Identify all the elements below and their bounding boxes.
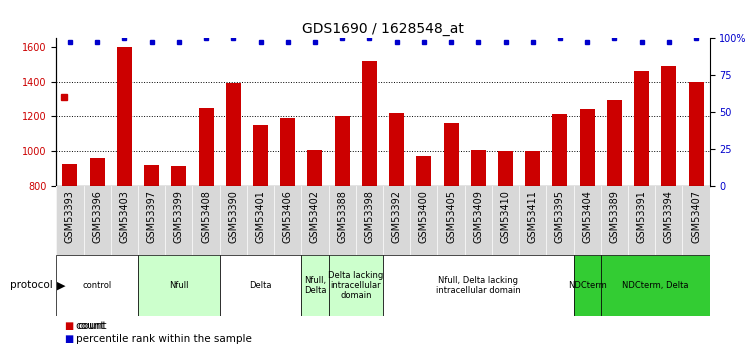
Text: ■: ■ bbox=[64, 321, 73, 331]
Bar bbox=[328, 255, 383, 316]
Bar bbox=[335, 117, 350, 186]
Text: count: count bbox=[76, 321, 105, 331]
Text: GSM53397: GSM53397 bbox=[146, 190, 157, 243]
Bar bbox=[56, 255, 138, 316]
Bar bbox=[634, 71, 649, 186]
Bar bbox=[89, 158, 104, 186]
Text: GSM53398: GSM53398 bbox=[364, 190, 375, 243]
Text: GSM53396: GSM53396 bbox=[92, 190, 102, 243]
Bar bbox=[253, 125, 268, 186]
Bar bbox=[280, 118, 295, 186]
Text: GSM53399: GSM53399 bbox=[173, 190, 184, 243]
Text: percentile rank within the sample: percentile rank within the sample bbox=[76, 334, 252, 344]
Bar bbox=[138, 255, 219, 316]
Bar bbox=[362, 61, 377, 186]
Bar bbox=[574, 255, 601, 316]
Bar bbox=[62, 164, 77, 186]
Text: protocol: protocol bbox=[10, 280, 53, 290]
Bar bbox=[307, 150, 322, 186]
Text: Delta: Delta bbox=[249, 281, 272, 290]
Text: ■: ■ bbox=[64, 334, 73, 344]
Bar bbox=[662, 66, 677, 186]
Text: Nfull,
Delta: Nfull, Delta bbox=[303, 276, 326, 295]
Text: GSM53395: GSM53395 bbox=[555, 190, 565, 243]
Text: GSM53392: GSM53392 bbox=[391, 190, 402, 243]
Text: GSM53388: GSM53388 bbox=[337, 190, 347, 243]
Text: count: count bbox=[77, 321, 107, 331]
Text: GSM53406: GSM53406 bbox=[282, 190, 293, 243]
Bar bbox=[416, 156, 431, 186]
Text: GSM53394: GSM53394 bbox=[664, 190, 674, 243]
Text: GSM53401: GSM53401 bbox=[255, 190, 266, 243]
Text: NDCterm: NDCterm bbox=[568, 281, 607, 290]
Text: GSM53393: GSM53393 bbox=[65, 190, 75, 243]
Bar bbox=[389, 113, 404, 186]
Bar bbox=[383, 255, 574, 316]
Bar bbox=[689, 82, 704, 186]
Bar bbox=[226, 83, 241, 186]
Text: GSM53408: GSM53408 bbox=[201, 190, 211, 243]
Bar bbox=[171, 166, 186, 186]
Bar bbox=[301, 255, 328, 316]
Text: GSM53403: GSM53403 bbox=[119, 190, 129, 243]
Bar bbox=[601, 255, 710, 316]
Title: GDS1690 / 1628548_at: GDS1690 / 1628548_at bbox=[302, 21, 464, 36]
Bar bbox=[471, 150, 486, 186]
Text: GSM53411: GSM53411 bbox=[528, 190, 538, 243]
Bar bbox=[117, 47, 132, 186]
Text: GSM53389: GSM53389 bbox=[609, 190, 620, 243]
Bar bbox=[444, 122, 459, 186]
Text: Nfull: Nfull bbox=[169, 281, 189, 290]
Text: GSM53405: GSM53405 bbox=[446, 190, 456, 243]
Text: Delta lacking
intracellular
domain: Delta lacking intracellular domain bbox=[328, 270, 384, 300]
Bar bbox=[219, 255, 301, 316]
Bar bbox=[553, 114, 568, 186]
Text: GSM53404: GSM53404 bbox=[582, 190, 593, 243]
Text: GSM53410: GSM53410 bbox=[500, 190, 511, 243]
Text: Nfull, Delta lacking
intracellular domain: Nfull, Delta lacking intracellular domai… bbox=[436, 276, 520, 295]
Bar bbox=[525, 150, 540, 186]
Text: GSM53407: GSM53407 bbox=[691, 190, 701, 243]
Bar bbox=[498, 150, 513, 186]
Text: GSM53391: GSM53391 bbox=[637, 190, 647, 243]
Text: GSM53400: GSM53400 bbox=[419, 190, 429, 243]
Bar bbox=[607, 100, 622, 186]
Bar bbox=[198, 108, 213, 186]
Bar bbox=[144, 165, 159, 186]
Text: GSM53402: GSM53402 bbox=[310, 190, 320, 243]
Text: GSM53409: GSM53409 bbox=[473, 190, 484, 243]
Bar bbox=[580, 109, 595, 186]
Text: NDCterm, Delta: NDCterm, Delta bbox=[622, 281, 689, 290]
Text: control: control bbox=[83, 281, 112, 290]
Text: GSM53390: GSM53390 bbox=[228, 190, 238, 243]
Text: ▶: ▶ bbox=[57, 280, 65, 290]
